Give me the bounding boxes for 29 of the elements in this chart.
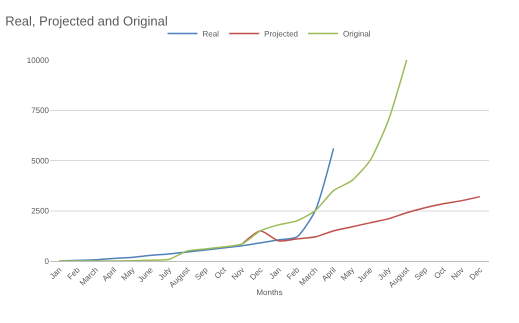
x-tick-label: Dec	[248, 265, 265, 282]
y-tick-label: 2500	[31, 206, 50, 216]
x-tick-label: July	[156, 265, 174, 282]
line-series	[241, 196, 481, 245]
line-series	[58, 60, 408, 261]
y-tick-label: 7500	[31, 106, 50, 116]
x-tick-label: Nov	[449, 265, 466, 282]
legend-label: Real	[202, 30, 220, 39]
x-tick-label: Oct	[432, 264, 448, 281]
x-tick-label: Nov	[230, 265, 246, 282]
line-series	[58, 148, 334, 261]
y-tick-label: 0	[44, 256, 50, 266]
y-tick-label: 10000	[26, 56, 50, 65]
x-tick-label: Sep	[193, 265, 210, 282]
x-tick-label: Feb	[66, 265, 82, 282]
x-tick-label: Jan	[48, 265, 64, 281]
x-tick-label: Dec	[468, 265, 484, 282]
x-axis-title: Months	[256, 288, 283, 297]
legend-label: Original	[342, 30, 371, 39]
x-tick-label: May	[119, 265, 137, 283]
chart-title: Real, Projected and Original	[5, 13, 168, 28]
x-tick-label: Sep	[412, 265, 430, 282]
legend-label: Projected	[264, 30, 298, 39]
x-tick-label: Feb	[285, 265, 302, 282]
x-tick-label: July	[376, 265, 393, 282]
x-tick-label: May	[338, 265, 356, 283]
x-tick-label: Oct	[212, 264, 229, 281]
x-tick-label: Jan	[267, 265, 283, 281]
y-tick-label: 5000	[31, 156, 50, 166]
